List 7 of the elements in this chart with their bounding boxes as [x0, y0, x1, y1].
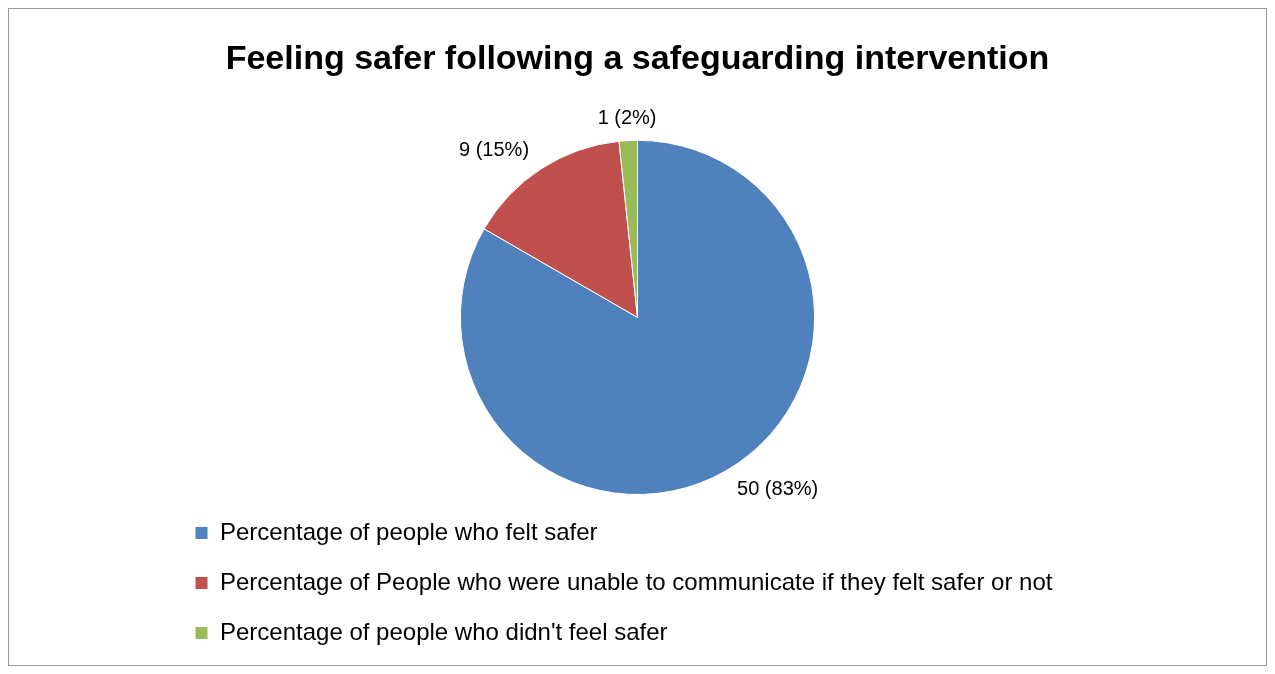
- data-label: 9 (15%): [459, 137, 530, 160]
- data-label: 1 (2%): [597, 106, 657, 129]
- chart-title: Feeling safer following a safeguarding intervention: [225, 37, 1050, 76]
- data-label: 50 (83%): [737, 477, 819, 500]
- legend-label: Percentage of people who felt safer: [220, 517, 598, 545]
- legend-label: Percentage of people who didn't feel safer: [220, 617, 668, 645]
- legend-label: Percentage of People who were unable to communicate if they felt safer or not: [220, 567, 1053, 595]
